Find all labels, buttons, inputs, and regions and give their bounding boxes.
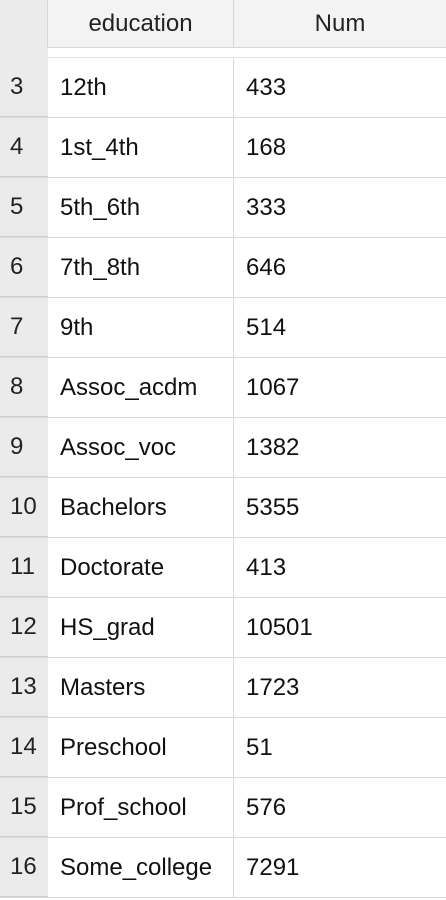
row-index[interactable]: 15 xyxy=(0,778,48,837)
table-row[interactable]: 5 5th_6th 333 xyxy=(0,178,446,238)
table-row[interactable]: 15 Prof_school 576 xyxy=(0,778,446,838)
num-cell[interactable]: 433 xyxy=(246,73,287,101)
table-row[interactable]: 4 1st_4th 168 xyxy=(0,118,446,178)
table-row[interactable]: 14 Preschool 51 xyxy=(0,718,446,778)
table-row[interactable]: 16 Some_college 7291 xyxy=(0,838,446,898)
table-row[interactable]: 9 Assoc_voc 1382 xyxy=(0,418,446,478)
education-cell[interactable]: Doctorate xyxy=(48,538,234,597)
education-cell[interactable]: 7th_8th xyxy=(48,238,234,297)
row-index[interactable]: 4 xyxy=(0,118,48,177)
row-gutter-strip xyxy=(0,48,48,58)
education-cell[interactable]: Assoc_acdm xyxy=(48,358,234,417)
row-index[interactable]: 3 xyxy=(0,58,48,117)
row-index[interactable]: 14 xyxy=(0,718,48,777)
table-body: 3 12th 433 4 1st_4th 168 5 5th_6th 333 6… xyxy=(0,58,446,898)
education-cell[interactable]: 12th xyxy=(48,58,234,117)
row-index[interactable]: 5 xyxy=(0,178,48,237)
row-index[interactable]: 12 xyxy=(0,598,48,657)
num-cell[interactable]: 7291 xyxy=(246,853,300,881)
num-cell[interactable]: 514 xyxy=(246,313,287,341)
education-cell[interactable]: Prof_school xyxy=(48,778,234,837)
row-index[interactable]: 13 xyxy=(0,658,48,717)
table-row[interactable]: 3 12th 433 xyxy=(0,58,446,118)
num-cell[interactable]: 646 xyxy=(246,253,287,281)
table-row[interactable]: 6 7th_8th 646 xyxy=(0,238,446,298)
table-row[interactable]: 13 Masters 1723 xyxy=(0,658,446,718)
education-cell[interactable]: Some_college xyxy=(48,838,234,897)
table-row[interactable]: 10 Bachelors 5355 xyxy=(0,478,446,538)
education-cell[interactable]: Assoc_voc xyxy=(48,418,234,477)
education-cell[interactable]: Masters xyxy=(48,658,234,717)
column-header-num[interactable]: Num xyxy=(314,10,366,37)
num-cell[interactable]: 413 xyxy=(246,553,287,581)
row-index[interactable]: 7 xyxy=(0,298,48,357)
corner-cell[interactable] xyxy=(0,0,48,48)
num-cell[interactable]: 10501 xyxy=(246,613,313,641)
num-cell[interactable]: 1723 xyxy=(246,673,300,701)
education-cell[interactable]: 9th xyxy=(48,298,234,357)
row-index[interactable]: 11 xyxy=(0,538,48,597)
row-index[interactable]: 16 xyxy=(0,838,48,897)
table-row[interactable]: 8 Assoc_acdm 1067 xyxy=(0,358,446,418)
education-cell[interactable]: Bachelors xyxy=(48,478,234,537)
header-divider xyxy=(0,48,446,58)
education-cell[interactable]: HS_grad xyxy=(48,598,234,657)
row-index[interactable]: 8 xyxy=(0,358,48,417)
row-index[interactable]: 6 xyxy=(0,238,48,297)
table-row[interactable]: 12 HS_grad 10501 xyxy=(0,598,446,658)
education-cell[interactable]: 1st_4th xyxy=(48,118,234,177)
education-cell[interactable]: Preschool xyxy=(48,718,234,777)
table-row[interactable]: 7 9th 514 xyxy=(0,298,446,358)
row-index[interactable]: 10 xyxy=(0,478,48,537)
num-cell[interactable]: 333 xyxy=(246,193,287,221)
num-cell[interactable]: 5355 xyxy=(246,493,300,521)
column-header-education[interactable]: education xyxy=(48,0,234,48)
row-index[interactable]: 9 xyxy=(0,418,48,477)
num-cell[interactable]: 1067 xyxy=(246,373,300,401)
num-cell[interactable]: 51 xyxy=(246,733,273,761)
table-row[interactable]: 11 Doctorate 413 xyxy=(0,538,446,598)
num-cell[interactable]: 168 xyxy=(246,133,287,161)
num-cell[interactable]: 576 xyxy=(246,793,287,821)
education-cell[interactable]: 5th_6th xyxy=(48,178,234,237)
table-header: education Num xyxy=(0,0,446,48)
num-cell[interactable]: 1382 xyxy=(246,433,300,461)
